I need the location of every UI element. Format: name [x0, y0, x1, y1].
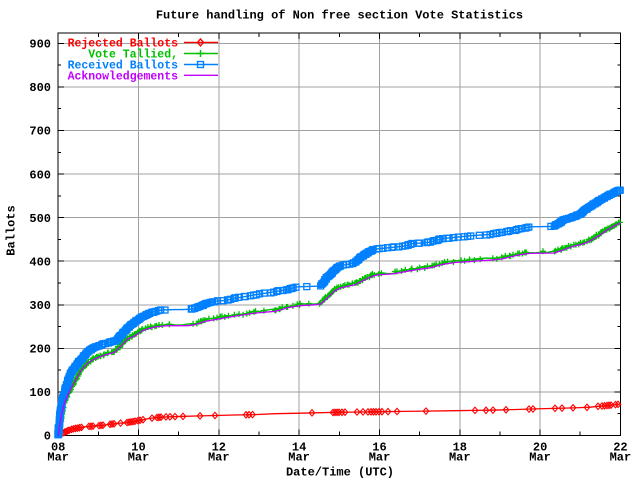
- svg-text:22: 22: [613, 441, 627, 455]
- svg-text:12: 12: [212, 441, 226, 455]
- svg-text:20: 20: [533, 441, 547, 455]
- svg-text:Mar: Mar: [529, 451, 551, 465]
- svg-text:Mar: Mar: [208, 451, 230, 465]
- svg-text:Mar: Mar: [47, 451, 69, 465]
- svg-text:Rejected Ballots: Rejected Ballots: [68, 38, 179, 51]
- svg-text:Received Ballots: Received Ballots: [68, 60, 179, 73]
- svg-text:Mar: Mar: [610, 451, 632, 465]
- svg-text:600: 600: [29, 168, 51, 182]
- svg-text:16: 16: [372, 441, 386, 455]
- svg-text:Future handling of Non free se: Future handling of Non free section Vote…: [156, 9, 523, 23]
- svg-text:300: 300: [29, 299, 51, 313]
- svg-text:800: 800: [29, 81, 51, 95]
- svg-text:08: 08: [51, 441, 65, 455]
- svg-text:200: 200: [29, 343, 51, 357]
- svg-text:Acknowledgements: Acknowledgements: [68, 70, 179, 83]
- svg-text:Ballots: Ballots: [5, 205, 19, 255]
- svg-text:700: 700: [29, 125, 51, 139]
- svg-text:900: 900: [29, 38, 51, 52]
- svg-text:500: 500: [29, 212, 51, 226]
- svg-text:14: 14: [292, 441, 306, 455]
- svg-text:Mar: Mar: [288, 451, 310, 465]
- svg-text:Mar: Mar: [369, 451, 391, 465]
- svg-text:Date/Time (UTC): Date/Time (UTC): [286, 466, 394, 480]
- svg-text:Vote Tallied,: Vote Tallied,: [88, 49, 178, 62]
- svg-text:Mar: Mar: [449, 451, 471, 465]
- svg-text:10: 10: [131, 441, 145, 455]
- svg-text:0: 0: [44, 430, 51, 444]
- svg-text:400: 400: [29, 255, 51, 269]
- svg-text:18: 18: [453, 441, 467, 455]
- svg-text:Mar: Mar: [128, 451, 150, 465]
- svg-text:100: 100: [29, 386, 51, 400]
